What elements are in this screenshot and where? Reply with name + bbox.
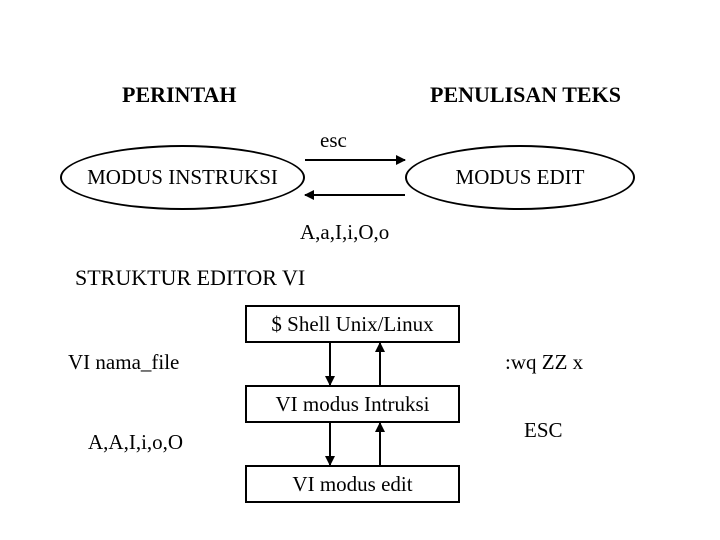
box-vi-edit-label: VI modus edit — [292, 472, 412, 497]
node-modus-edit-label: MODUS EDIT — [456, 165, 585, 190]
header-penulisan: PENULISAN TEKS — [430, 82, 621, 108]
section-title: STRUKTUR EDITOR VI — [75, 265, 305, 291]
label-aai: A,A,I,i,o,O — [88, 430, 183, 455]
box-shell-label: $ Shell Unix/Linux — [271, 312, 433, 337]
box-vi-edit: VI modus edit — [245, 465, 460, 503]
node-modus-edit: MODUS EDIT — [405, 145, 635, 210]
header-perintah: PERINTAH — [122, 82, 237, 108]
label-wq: :wq ZZ x — [505, 350, 583, 375]
label-vi-nama-file: VI nama_file — [68, 350, 179, 375]
box-shell: $ Shell Unix/Linux — [245, 305, 460, 343]
node-modus-instruksi-label: MODUS INSTRUKSI — [87, 165, 278, 190]
diagram-stage: PERINTAH PENULISAN TEKS MODUS INSTRUKSI … — [0, 0, 720, 540]
label-esc: esc — [320, 128, 347, 153]
box-vi-intruksi: VI modus Intruksi — [245, 385, 460, 423]
label-insert-chars: A,a,I,i,O,o — [300, 220, 389, 245]
box-vi-intruksi-label: VI modus Intruksi — [276, 392, 430, 417]
label-esc2: ESC — [524, 418, 563, 443]
node-modus-instruksi: MODUS INSTRUKSI — [60, 145, 305, 210]
